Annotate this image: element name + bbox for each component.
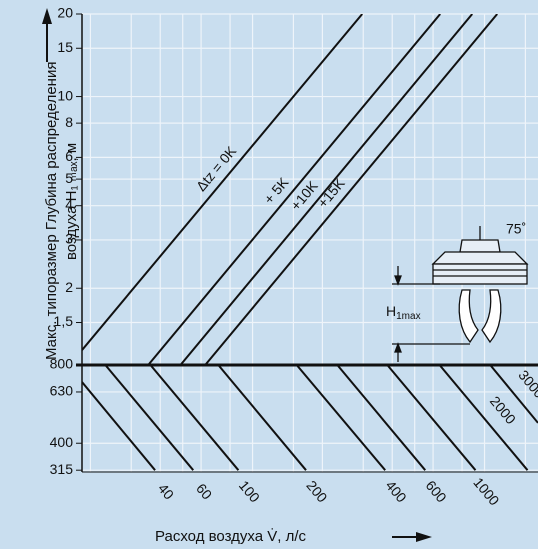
y-tick-label: 6 <box>65 148 73 164</box>
y-tick-label: 4 <box>65 196 73 212</box>
y-tick-label: 2 <box>65 279 73 295</box>
y-tick-label: 3 <box>65 231 73 247</box>
y-tick-label: 400 <box>50 434 74 450</box>
y-tick-label: 15 <box>57 39 73 55</box>
inset-height-sub: 1max <box>396 311 420 322</box>
inset-top <box>433 252 527 264</box>
inset-angle: 75˚ <box>506 221 526 237</box>
y-tick-label: 1,5 <box>54 313 74 329</box>
x-label: Расход воздуха V̇, л/с <box>155 528 306 545</box>
y-tick-label: 8 <box>65 114 73 130</box>
y-tick-label: 315 <box>50 461 74 477</box>
y-tick-label: 20 <box>57 5 73 21</box>
inset-height-main: H <box>386 303 396 319</box>
y-tick-label: 630 <box>50 383 74 399</box>
inset-body <box>433 264 527 284</box>
chart: Макс. типоразмер Глубина распределения в… <box>0 0 538 549</box>
inset-neck <box>460 240 500 252</box>
y-tick-label: 5 <box>65 170 73 186</box>
y-tick-label: 10 <box>57 87 73 103</box>
y-tick-label: 800 <box>50 356 74 372</box>
page: Макс. типоразмер Глубина распределения в… <box>0 0 538 549</box>
